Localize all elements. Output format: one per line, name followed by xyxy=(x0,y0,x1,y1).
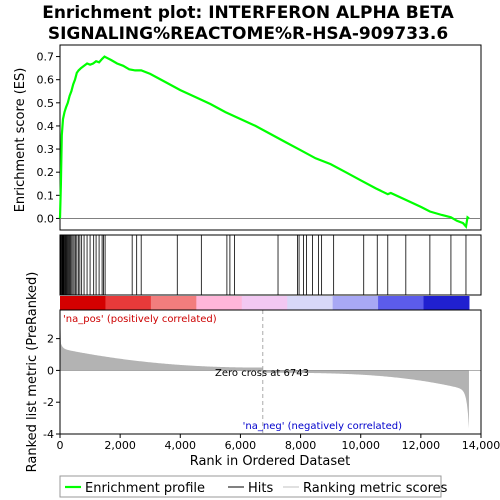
es-tick-label: 0.5 xyxy=(37,97,55,110)
chart-title-line1: Enrichment plot: INTERFERON ALPHA BETA xyxy=(42,3,454,23)
color-bar-segment xyxy=(287,296,334,310)
color-bar-segment xyxy=(241,296,288,310)
zero-cross-label: Zero cross at 6743 xyxy=(215,368,309,379)
color-bar-segment xyxy=(423,296,470,310)
metric-panel-frame xyxy=(59,309,482,435)
color-bar-segment xyxy=(332,296,379,310)
color-bar-segment xyxy=(60,296,106,310)
color-bar-segment xyxy=(150,296,197,310)
color-bar-segment xyxy=(378,296,425,310)
es-panel: 0.0 0.1 0.2 0.3 0.4 0.5 0.6 0.7 Enrichment scor… xyxy=(13,44,482,231)
es-tick-label: 0.7 xyxy=(37,51,55,64)
x-ticks: 0 2,000 4,000 6,000 8,000 10,000 12,000 14,000 xyxy=(57,434,500,452)
es-tick-label: 0.6 xyxy=(37,74,55,87)
x-axis-label: Rank in Ordered Dataset xyxy=(190,454,351,469)
es-tick-label: 0.0 xyxy=(37,212,55,225)
pos-correlated-label: 'na_pos' (positively correlated) xyxy=(63,314,217,325)
metric-y-axis-label: Ranked list metric (PreRanked) xyxy=(25,272,40,473)
x-tick-label: 10,000 xyxy=(341,439,380,452)
metric-tick-label: 0 xyxy=(47,364,54,377)
es-panel-frame xyxy=(59,44,482,231)
metric-tick-label: -4 xyxy=(43,428,54,441)
x-tick-label: 4,000 xyxy=(165,439,197,452)
rank-color-bar xyxy=(60,296,470,310)
es-tick-label: 0.4 xyxy=(37,120,55,133)
legend-frame xyxy=(59,475,442,498)
es-curve xyxy=(58,55,470,229)
es-tick-label: 0.1 xyxy=(37,189,55,202)
es-tick-label: 0.3 xyxy=(37,143,55,156)
metric-ticks: 2 0 -2 -4 xyxy=(43,333,60,441)
metric-tick-label: 2 xyxy=(47,333,54,346)
neg-correlated-label: 'na_neg' (negatively correlated) xyxy=(243,421,402,432)
metric-panel: 2 0 -2 -4 0 2,000 4,000 6,000 8,000 10,000 12,000… xyxy=(25,272,500,473)
es-y-axis-label: Enrichment score (ES) xyxy=(13,68,28,213)
x-tick-label: 2,000 xyxy=(104,439,136,452)
x-tick-label: 12,000 xyxy=(402,439,441,452)
x-tick-label: 14,000 xyxy=(462,439,500,452)
color-bar-segment xyxy=(105,296,152,310)
legend-enrichment-label: Enrichment profile xyxy=(85,481,205,496)
chart-title-line2: SIGNALING%REACTOME%R-HSA-909733.6 xyxy=(48,24,448,44)
x-tick-label: 6,000 xyxy=(225,439,257,452)
ranking-metric-area xyxy=(60,313,469,429)
hits-panel xyxy=(59,234,482,296)
metric-tick-label: -2 xyxy=(43,396,54,409)
x-tick-label: 0 xyxy=(57,439,64,452)
es-tick-label: 0.2 xyxy=(37,166,55,179)
x-tick-label: 8,000 xyxy=(285,439,317,452)
legend-hits-label: Hits xyxy=(248,481,273,496)
color-bar-segment xyxy=(196,296,243,310)
es-ticks: 0.0 0.1 0.2 0.3 0.4 0.5 0.6 0.7 xyxy=(37,51,60,225)
legend: Enrichment profile Hits Ranking metric s… xyxy=(59,475,448,498)
legend-metric-label: Ranking metric scores xyxy=(303,481,448,496)
hit-lines xyxy=(59,235,467,295)
